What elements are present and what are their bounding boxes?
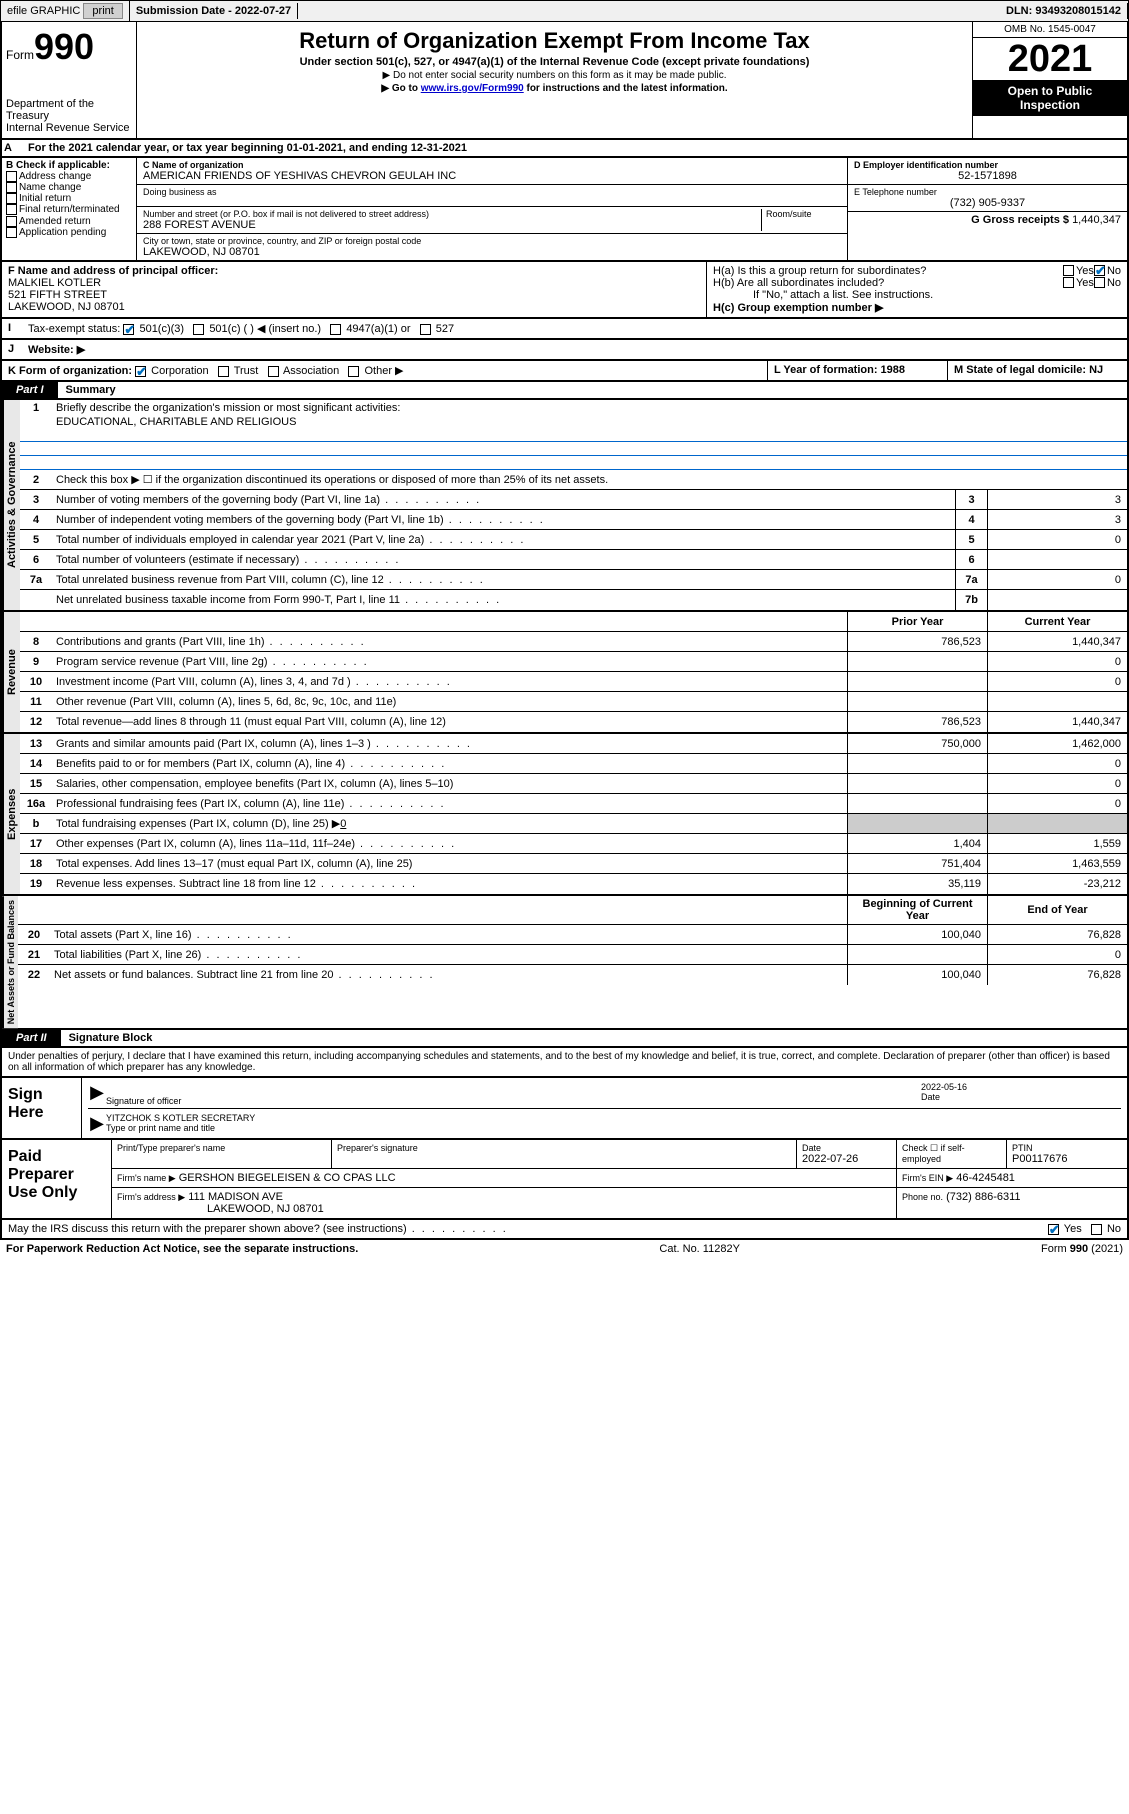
ptin: P00117676 xyxy=(1012,1153,1122,1165)
paid-preparer-block: Paid Preparer Use Only Print/Type prepar… xyxy=(0,1140,1129,1220)
submission-date: Submission Date - 2022-07-27 xyxy=(130,3,298,19)
year-formation: L Year of formation: 1988 xyxy=(767,361,947,380)
box-b: B Check if applicable: Address change Na… xyxy=(2,158,137,260)
website-row: J Website: ▶ xyxy=(0,340,1129,361)
mission: EDUCATIONAL, CHARITABLE AND RELIGIOUS xyxy=(20,416,1127,428)
identity-block: B Check if applicable: Address change Na… xyxy=(0,158,1129,262)
street-address: 288 FOREST AVENUE xyxy=(143,219,761,231)
top-bar: efile GRAPHIC print Submission Date - 20… xyxy=(0,0,1129,22)
officer-signature-name: YITZCHOK S KOTLER SECRETARY xyxy=(106,1113,1121,1123)
tax-year: 2021 xyxy=(973,38,1127,80)
ein: 52-1571898 xyxy=(854,170,1121,182)
officer-block: F Name and address of principal officer:… xyxy=(0,262,1129,319)
gross-receipts: 1,440,347 xyxy=(1072,214,1121,226)
firm-name: GERSHON BIEGELEISEN & CO CPAS LLC xyxy=(179,1172,396,1184)
dln: DLN: 93493208015142 xyxy=(1000,3,1128,19)
form-header: Form990 Department of the Treasury Inter… xyxy=(0,22,1129,140)
form-number: Form990 xyxy=(6,26,132,68)
org-form-row: K Form of organization: Corporation Trus… xyxy=(0,361,1129,382)
irs-link[interactable]: www.irs.gov/Form990 xyxy=(421,83,524,94)
form-title: Return of Organization Exempt From Incom… xyxy=(143,28,966,54)
link-note: ▶ Go to www.irs.gov/Form990 for instruct… xyxy=(143,83,966,94)
part1-header: Part ISummary xyxy=(0,382,1129,400)
net-assets-section: Net Assets or Fund Balances Beginning of… xyxy=(0,896,1129,1030)
form-subtitle: Under section 501(c), 527, or 4947(a)(1)… xyxy=(143,56,966,68)
revenue-section: Revenue Prior YearCurrent Year 8Contribu… xyxy=(0,612,1129,734)
v3: 3 xyxy=(987,490,1127,509)
city-address: LAKEWOOD, NJ 08701 xyxy=(143,246,841,258)
dept-label: Department of the Treasury xyxy=(6,98,132,122)
state-domicile: M State of legal domicile: NJ xyxy=(947,361,1127,380)
irs-label: Internal Revenue Service xyxy=(6,122,132,134)
footer: For Paperwork Reduction Act Notice, see … xyxy=(0,1240,1129,1258)
firm-ein: 46-4245481 xyxy=(956,1172,1015,1184)
telephone: (732) 905-9337 xyxy=(854,197,1121,209)
firm-phone: (732) 886-6311 xyxy=(946,1191,1020,1203)
tax-status-row: I Tax-exempt status: 501(c)(3) 501(c) ( … xyxy=(0,319,1129,340)
print-button[interactable]: print xyxy=(83,3,122,19)
activities-governance: Activities & Governance 1Briefly describ… xyxy=(0,400,1129,612)
discuss-row: May the IRS discuss this return with the… xyxy=(0,1220,1129,1240)
sign-date: 2022-05-16 xyxy=(921,1082,1121,1092)
inspection-badge: Open to Public Inspection xyxy=(973,80,1127,116)
ssn-note: ▶ Do not enter social security numbers o… xyxy=(143,70,966,81)
sign-here-block: Sign Here ▶Signature of officer2022-05-1… xyxy=(0,1078,1129,1140)
perjury-declaration: Under penalties of perjury, I declare th… xyxy=(0,1048,1129,1078)
org-name: AMERICAN FRIENDS OF YESHIVAS CHEVRON GEU… xyxy=(143,170,841,182)
expenses-section: Expenses 13Grants and similar amounts pa… xyxy=(0,734,1129,896)
period-row: A For the 2021 calendar year, or tax yea… xyxy=(0,140,1129,158)
prep-date: 2022-07-26 xyxy=(802,1153,891,1165)
part2-header: Part IISignature Block xyxy=(0,1030,1129,1048)
omb-number: OMB No. 1545-0047 xyxy=(973,22,1127,38)
efile-label: efile GRAPHIC print xyxy=(1,1,130,21)
officer-name: MALKIEL KOTLER xyxy=(8,277,700,289)
